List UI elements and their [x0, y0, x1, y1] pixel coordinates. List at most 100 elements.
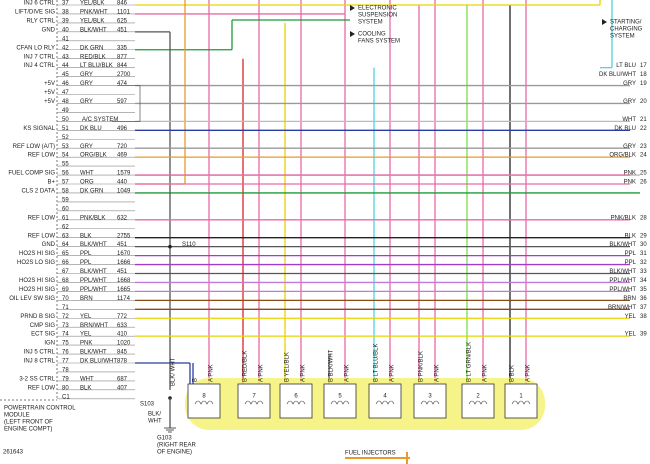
signal-name: ECT SIG: [31, 332, 55, 338]
right-wire-color: BLK/WHT: [609, 269, 636, 275]
wire-color: BLK: [80, 233, 91, 239]
signal-name: INJ 8 CTRL: [24, 359, 56, 365]
right-wire-color: BLK/WHT: [609, 242, 636, 248]
pin-number: 43: [62, 54, 69, 60]
pin-number: 75: [62, 341, 69, 347]
right-pin-number: 29: [640, 233, 647, 239]
injector: [413, 383, 447, 419]
pin-number: 77: [62, 359, 69, 365]
pin-b-label: B YEL/BLK: [285, 352, 291, 382]
wire-color: ORG/BLK: [80, 153, 107, 159]
wire-color: PPL: [80, 251, 92, 257]
pin-number: 55: [62, 162, 69, 168]
signal-name: REF LOW: [28, 385, 56, 391]
pin-number: 80: [62, 385, 69, 391]
right-wire-color: DK BLU: [614, 126, 636, 132]
circuit-number: 469: [117, 153, 128, 159]
right-pin-number: 32: [640, 260, 647, 266]
pin-a-label: A PNK: [435, 364, 441, 382]
wire-color: BRN: [80, 296, 93, 302]
pin-number: 40: [62, 27, 69, 33]
system-label: SYSTEM: [358, 20, 383, 26]
pin-b-label: B BLK: [510, 365, 516, 382]
pin-number: 46: [62, 81, 69, 87]
injector-coil: [286, 400, 306, 405]
ac-link: [112, 85, 141, 122]
pin-number: 44: [62, 63, 69, 69]
system-label: FANS SYSTEM: [358, 39, 400, 45]
pin-number: 65: [62, 251, 69, 257]
injector-highlight: [185, 378, 545, 430]
pin-b-label: B: [193, 378, 199, 382]
right-pin-number: 30: [640, 242, 647, 248]
injector-number: 4: [383, 394, 387, 400]
signal-name: REF LOW: [28, 215, 56, 221]
wire-color: YEL: [80, 314, 92, 320]
pin-number: C1: [62, 394, 70, 400]
pin-a-label: A PNK: [390, 364, 396, 382]
pin-number: 50: [62, 117, 69, 123]
signal-name: HO2S HI SIG: [19, 287, 55, 293]
pin-number: 57: [62, 180, 69, 186]
right-pin-number: 33: [640, 269, 647, 275]
splice: [168, 244, 172, 249]
wire-color: GRY: [80, 72, 93, 78]
signal-name: +5V: [44, 99, 55, 105]
right-wire-color: GRY: [623, 81, 636, 87]
ground-wire-label: WHT: [148, 419, 162, 425]
wire-color: BLK: [80, 385, 91, 391]
right-pin-number: 25: [640, 171, 647, 177]
signal-name: REF LOW: [28, 233, 56, 239]
circuit-number: 846: [117, 1, 128, 7]
wire-color: BLK/WHT: [80, 242, 107, 248]
circuit-number: 597: [117, 99, 128, 105]
ground-wire-label: BLK/: [148, 412, 161, 418]
right-wire-color: WHT: [622, 117, 636, 123]
figure-id: 261643: [3, 450, 24, 456]
signal-name: GND: [42, 27, 56, 33]
pin-number: 62: [62, 224, 69, 230]
pin-a-label: A PNK: [259, 364, 265, 382]
signal-name: REF LOW: [28, 153, 56, 159]
pin-number: 59: [62, 197, 69, 203]
wire-color: YEL/BLK: [80, 1, 104, 7]
right-wire-color: ORG/BLK: [609, 153, 636, 159]
pin-number: 78: [62, 368, 69, 374]
signal-name: HO2S HI SIG: [19, 251, 55, 257]
pin-number: 73: [62, 323, 69, 329]
splice-label: S110: [182, 242, 196, 248]
wire-color: DK BLU/WHT: [80, 359, 117, 365]
circuit-number: 633: [117, 323, 128, 329]
pin-number: 70: [62, 296, 69, 302]
pin-number: 39: [62, 18, 69, 24]
right-wire-color: BRN: [623, 296, 636, 302]
right-wire-color: PPL/WHT: [609, 287, 636, 293]
signal-name: +5V: [44, 81, 55, 87]
splice-label: S103: [140, 402, 155, 408]
signal-name: INJ 5 CTRL: [24, 350, 56, 356]
pin-number: 54: [62, 153, 69, 159]
circuit-number: 451: [117, 27, 128, 33]
wire-color: GRY: [80, 99, 93, 105]
injector-coil: [420, 400, 440, 405]
pin-number: 60: [62, 206, 69, 212]
pin-a-label: A PNK: [301, 364, 307, 382]
circuit-number: 1174: [117, 296, 131, 302]
right-pin-number: 23: [640, 144, 647, 150]
pin-number: 58: [62, 189, 69, 195]
right-wire-color: LT BLU: [616, 63, 636, 69]
pin-number: 66: [62, 260, 69, 266]
circuit-number: 845: [117, 350, 128, 356]
wires: [57, 0, 640, 433]
wire-color: WHT: [80, 376, 94, 382]
pin-number: 47: [62, 90, 69, 96]
wire-color: BLK/WHT: [80, 269, 107, 275]
signal-name: B+: [47, 180, 55, 186]
injector-number: 7: [252, 394, 256, 400]
pin-number: 56: [62, 171, 69, 177]
pin-number: 48: [62, 99, 69, 105]
right-wire-color: YEL: [625, 332, 637, 338]
right-wire-color: PNK: [624, 171, 636, 177]
pin-number: 49: [62, 108, 69, 114]
pin-b-label: B LT BLU/BLK: [374, 344, 380, 382]
